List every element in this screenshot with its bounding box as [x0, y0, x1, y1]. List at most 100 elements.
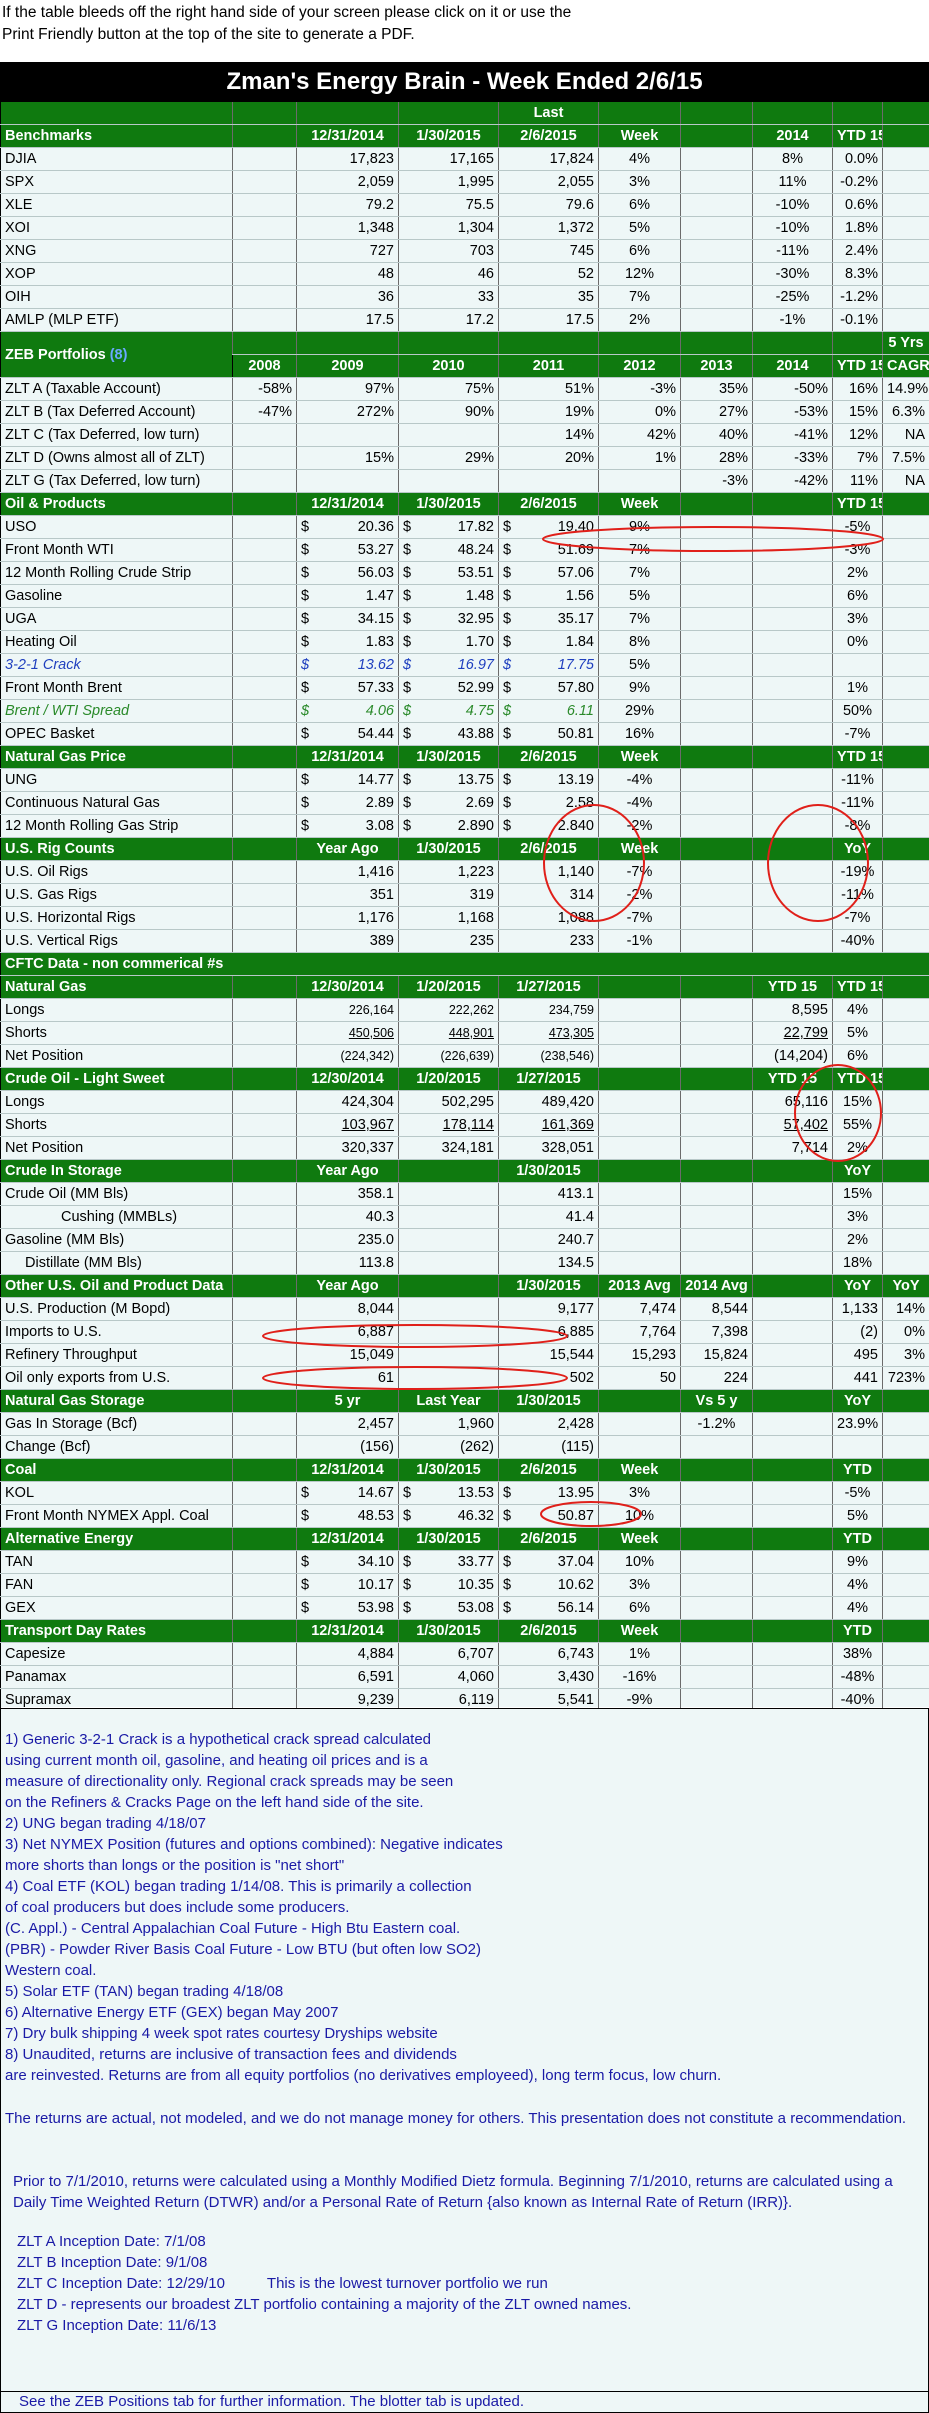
table-cell: 65,116	[752, 1090, 833, 1114]
table-cell: 6%	[832, 1044, 883, 1068]
transport-row: Panamax 6,591 4,060 3,430 -16% -48%	[0, 1665, 929, 1689]
table-cell: 52	[498, 262, 599, 286]
table-cell: 233	[498, 929, 599, 953]
header-cell: Natural Gas Price	[0, 745, 233, 769]
table-cell	[882, 791, 929, 815]
table-cell: 40.3	[296, 1205, 399, 1229]
table-cell	[882, 1228, 929, 1252]
price-value: 4.75	[465, 703, 494, 719]
header-cell: 2008	[232, 354, 297, 378]
row-label: SPX	[0, 170, 233, 194]
benchmark-row: DJIA 17,823 17,165 17,824 4% 8% 0.0%	[0, 147, 929, 171]
inception-line: ZLT C Inception Date: 12/29/10 This is th…	[17, 2275, 548, 2292]
price-cell: $35.17	[498, 607, 599, 631]
rigs-row: U.S. Horizontal Rigs 1,176 1,168 1,088 -7% -7…	[0, 906, 929, 930]
transport-row: Supramax 9,239 6,119 5,541 -9% -40%	[0, 1688, 929, 1712]
header-cell: 1/27/2015	[498, 975, 599, 999]
table-cell: 75%	[398, 377, 499, 401]
header-cell	[882, 1159, 929, 1183]
benchmark-row: SPX 2,059 1,995 2,055 3% 11% -0.2%	[0, 170, 929, 194]
currency-symbol: $	[301, 795, 310, 811]
table-cell: 5,541	[498, 1688, 599, 1712]
header-cell	[882, 837, 929, 861]
footnote-line: 5) Solar ETF (TAN) began trading 4/18/08	[5, 1983, 284, 2000]
price-value: 13.53	[457, 1485, 494, 1501]
header-cell: YTD 15	[832, 124, 883, 148]
table-cell	[680, 285, 753, 309]
zeb-header: 2008 2009 2010 2011 2012 2013 2014 YTD 15 CAGR	[1, 354, 929, 378]
currency-symbol: $	[301, 726, 310, 742]
row-label: Net Position	[0, 1044, 233, 1068]
table-cell: 235	[398, 929, 499, 953]
natgas-row: 12 Month Rolling Gas Strip $3.08 $2.890 $2.…	[0, 814, 929, 838]
table-cell	[882, 515, 929, 539]
header-cell	[882, 1067, 929, 1091]
table-cell	[232, 607, 297, 631]
table-cell: 0%	[832, 630, 883, 654]
oil-row: UGA $34.15 $32.95 $35.17 7% 3%	[0, 607, 929, 631]
price-value: 2.89	[365, 795, 394, 811]
footnote-line: 3) Net NYMEX Position (futures and optio…	[5, 1836, 503, 1853]
header-cell: 2/6/2015	[498, 1527, 599, 1551]
header-cell: Week	[598, 1527, 681, 1551]
table-cell: 489,420	[498, 1090, 599, 1114]
header-cell: 1/30/2015	[398, 492, 499, 516]
header-cell	[232, 124, 297, 148]
header-cell	[680, 1527, 753, 1551]
header-cell: Coal	[0, 1458, 233, 1482]
table-cell	[498, 331, 599, 355]
row-label: XOP	[0, 262, 233, 286]
row-label: Crude Oil (MM Bls)	[0, 1182, 233, 1206]
row-label: Continuous Natural Gas	[0, 791, 233, 815]
price-value: 57.06	[557, 565, 594, 581]
price-cell: $52.99	[398, 676, 499, 700]
other-row: Refinery Throughput 15,049 15,544 15,293 15,…	[0, 1343, 929, 1367]
header-cell: 1/30/2015	[398, 745, 499, 769]
table-cell	[882, 1044, 929, 1068]
table-cell	[752, 814, 833, 838]
table-cell	[882, 1504, 929, 1528]
table-cell: 7%	[598, 285, 681, 309]
price-value: 57.33	[357, 680, 394, 696]
footnote-line: of coal producers but does include some …	[5, 1899, 350, 1916]
header-cell: Crude Oil - Light Sweet	[0, 1067, 233, 1091]
table-cell: -3%	[680, 469, 753, 493]
header-cell	[232, 102, 297, 125]
header-cell: Week	[598, 1458, 681, 1482]
currency-symbol: $	[403, 542, 412, 558]
table-cell: 4,884	[296, 1642, 399, 1666]
footnote-line: on the Refiners & Cracks Page on the lef…	[5, 1794, 424, 1811]
table-cell	[232, 262, 297, 286]
table-cell	[232, 1044, 297, 1068]
table-cell: 14.9%	[882, 377, 929, 401]
currency-symbol: $	[301, 1485, 310, 1501]
currency-symbol: $	[503, 588, 512, 604]
intro-line-2: Print Friendly button at the top of the …	[2, 26, 415, 43]
table-cell: 15%	[296, 446, 399, 470]
table-cell: 11%	[832, 469, 883, 493]
table-cell: 3,430	[498, 1665, 599, 1689]
table-cell: 8%	[752, 147, 833, 171]
row-label: XLE	[0, 193, 233, 217]
price-value: 1.70	[465, 634, 494, 650]
row-label: ZLT C (Tax Deferred, low turn)	[0, 423, 233, 447]
table-cell: 324,181	[398, 1136, 499, 1160]
table-cell	[680, 262, 753, 286]
price-cell: $17.82	[398, 515, 499, 539]
table-cell: NA	[882, 469, 929, 493]
table-cell	[882, 768, 929, 792]
price-value: 53.08	[457, 1600, 494, 1616]
table-cell	[882, 1205, 929, 1229]
table-cell: 6%	[598, 1596, 681, 1620]
header-cell	[882, 492, 929, 516]
header-cell	[680, 124, 753, 148]
table-cell	[680, 1182, 753, 1206]
header-cell: Week	[598, 745, 681, 769]
table-cell	[680, 193, 753, 217]
benchmark-row: OIH 36 33 35 7% -25% -1.2%	[0, 285, 929, 309]
table-cell	[598, 331, 681, 355]
table-cell: 14%	[882, 1297, 929, 1321]
table-cell	[232, 1090, 297, 1114]
table-cell	[232, 446, 297, 470]
table-cell	[752, 1182, 833, 1206]
